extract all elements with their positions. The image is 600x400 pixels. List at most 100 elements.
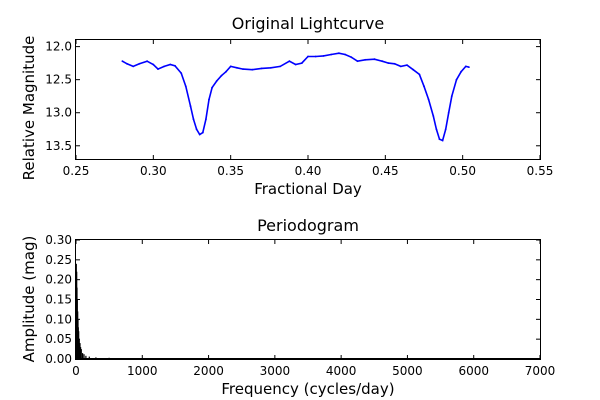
lightcurve-point bbox=[447, 111, 450, 114]
y-tick-label: 12.0 bbox=[45, 40, 72, 54]
lightcurve-point bbox=[121, 60, 124, 63]
lightcurve-point bbox=[381, 60, 384, 63]
lightcurve-point bbox=[438, 138, 441, 141]
lightcurve-point bbox=[288, 60, 291, 63]
lightcurve-point bbox=[412, 68, 415, 71]
lightcurve-point bbox=[236, 66, 238, 69]
lightcurve-point bbox=[464, 65, 467, 68]
x-tick-label: 3000 bbox=[260, 364, 291, 378]
lightcurve-point bbox=[152, 63, 155, 66]
lightcurve-point bbox=[427, 98, 430, 101]
lightcurve-x-label: Fractional Day bbox=[254, 180, 362, 198]
lightcurve-point bbox=[460, 70, 462, 73]
lightcurve-point bbox=[314, 55, 317, 58]
x-tick-label: 0.30 bbox=[140, 164, 167, 178]
x-tick-label: 2000 bbox=[193, 364, 224, 378]
periodogram-panel: Periodogram Frequency (cycles/day) Ampli… bbox=[20, 216, 555, 398]
lightcurve-point bbox=[350, 56, 353, 59]
lightcurve-point bbox=[163, 65, 166, 68]
lightcurve-point bbox=[198, 133, 201, 136]
lightcurve-point bbox=[373, 58, 376, 61]
y-tick-label: 12.5 bbox=[45, 73, 72, 87]
lightcurve-title: Original Lightcurve bbox=[232, 14, 384, 33]
lightcurve-point bbox=[195, 128, 198, 131]
lightcurve-point bbox=[423, 85, 425, 88]
y-tick-label: 0.05 bbox=[45, 332, 72, 346]
lightcurve-point bbox=[435, 128, 438, 131]
y-tick-label: 0.30 bbox=[45, 233, 72, 247]
x-tick-label: 0.35 bbox=[217, 164, 244, 178]
x-tick-label: 1000 bbox=[127, 364, 158, 378]
lightcurve-point bbox=[189, 105, 192, 107]
lightcurve-point bbox=[205, 118, 207, 121]
x-tick-label: 5000 bbox=[392, 364, 423, 378]
periodogram-ticks: 0 1000 2000 3000 4000 5000 6000 7000 0.00 0.05 0.1… bbox=[45, 233, 555, 378]
lightcurve-point bbox=[169, 63, 172, 66]
lightcurve-point bbox=[201, 131, 204, 134]
x-tick-label: 0.50 bbox=[449, 164, 476, 178]
x-tick-label: 0.25 bbox=[63, 164, 90, 178]
x-tick-label: 0 bbox=[72, 364, 80, 378]
periodogram-title: Periodogram bbox=[257, 216, 359, 235]
lightcurve-point bbox=[242, 68, 244, 70]
lightcurve-point bbox=[468, 66, 470, 68]
lightcurve-point bbox=[132, 65, 135, 68]
y-tick-label: 0.25 bbox=[45, 253, 72, 267]
x-tick-label: 6000 bbox=[458, 364, 489, 378]
lightcurve-axes-frame bbox=[75, 39, 541, 160]
lightcurve-point bbox=[393, 62, 396, 65]
lightcurve-point bbox=[225, 70, 227, 73]
x-tick-label: 0.55 bbox=[527, 164, 554, 178]
y-tick-label: 0.10 bbox=[45, 312, 72, 326]
lightcurve-point bbox=[356, 60, 359, 63]
lightcurve-point bbox=[251, 68, 254, 71]
lightcurve-point bbox=[338, 52, 340, 55]
lightcurve-point bbox=[418, 73, 421, 76]
lightcurve-panel: Original Lightcurve Fractional Day Relat… bbox=[20, 14, 553, 198]
x-tick-label: 0.45 bbox=[372, 164, 399, 178]
periodogram-y-label: Amplitude (mag) bbox=[20, 236, 38, 363]
lightcurve-point bbox=[455, 78, 458, 81]
y-tick-label: 13.0 bbox=[45, 106, 72, 120]
lightcurve-point bbox=[208, 98, 210, 101]
lightcurve-point bbox=[192, 118, 195, 121]
lightcurve-ticks: 0.25 0.30 0.35 0.40 0.45 0.50 0.55 12.0 12.5 13.0… bbox=[45, 40, 553, 178]
lightcurve-point bbox=[364, 58, 367, 61]
lightcurve-point bbox=[444, 128, 447, 131]
lightcurve-point bbox=[157, 68, 159, 70]
lightcurve-point bbox=[215, 80, 218, 82]
lightcurve-point bbox=[220, 74, 223, 77]
lightcurve-point bbox=[399, 65, 402, 68]
y-tick-label: 0.15 bbox=[45, 293, 72, 307]
lightcurve-point bbox=[406, 64, 408, 66]
lightcurve-series bbox=[121, 52, 470, 142]
lightcurve-point bbox=[279, 65, 282, 68]
periodogram-series bbox=[75, 263, 541, 359]
y-tick-label: 13.5 bbox=[45, 139, 72, 153]
lightcurve-point bbox=[432, 115, 435, 117]
x-tick-label: 0.40 bbox=[295, 164, 322, 178]
x-tick-label: 4000 bbox=[326, 364, 357, 378]
periodogram-x-label: Frequency (cycles/day) bbox=[221, 380, 394, 398]
lightcurve-point bbox=[229, 65, 232, 68]
lightcurve-point bbox=[270, 66, 272, 69]
x-tick-label: 7000 bbox=[525, 364, 556, 378]
y-tick-label: 0.20 bbox=[45, 273, 72, 287]
lightcurve-point bbox=[300, 62, 303, 64]
lightcurve-point bbox=[211, 86, 214, 89]
lightcurve-point bbox=[260, 67, 263, 70]
lightcurve-point bbox=[146, 60, 149, 63]
lightcurve-point bbox=[344, 53, 346, 56]
lightcurve-point bbox=[450, 95, 453, 98]
lightcurve-point bbox=[330, 53, 333, 56]
periodogram-axes-frame bbox=[75, 239, 541, 360]
lightcurve-y-label: Relative Magnitude bbox=[20, 36, 38, 181]
lightcurve-point bbox=[184, 85, 187, 88]
lightcurve-point bbox=[441, 139, 444, 142]
lightcurve-point bbox=[322, 55, 325, 57]
lightcurve-point bbox=[126, 62, 128, 65]
lightcurve-point bbox=[138, 62, 141, 65]
lightcurve-point bbox=[180, 72, 183, 74]
